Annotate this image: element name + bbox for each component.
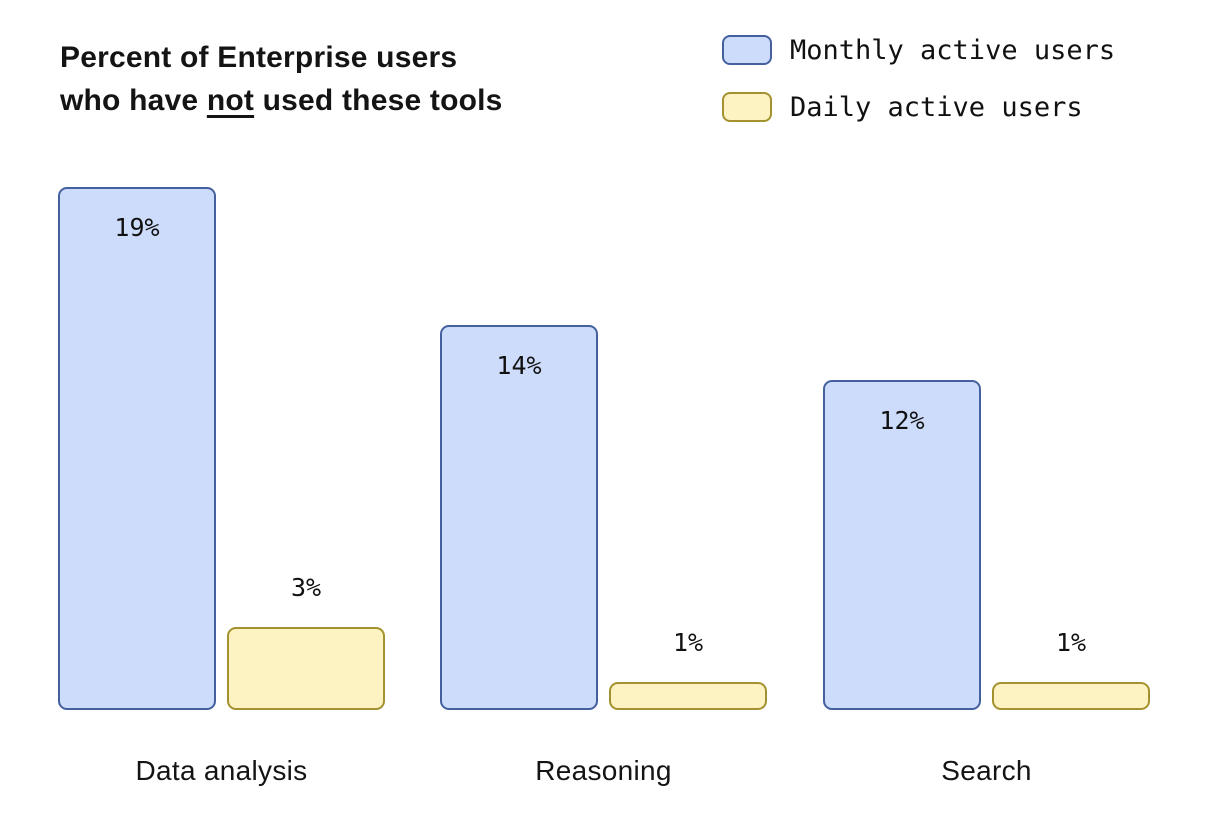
value-label-daily-data-analysis: 3% <box>290 573 322 602</box>
bar-daily-data-analysis <box>227 627 385 710</box>
value-label-daily-search: 1% <box>1055 628 1087 657</box>
title-text-2-suffix: used these tools <box>254 84 503 117</box>
legend-swatch-daily-icon <box>722 92 772 122</box>
title-text-2-prefix: who have <box>60 84 207 117</box>
bar-daily-reasoning <box>609 682 767 710</box>
legend-item-monthly: Monthly active users <box>722 34 1116 66</box>
bar-daily-search <box>992 682 1150 710</box>
legend: Monthly active users Daily active users <box>722 35 1115 149</box>
bar-monthly-search <box>823 380 981 710</box>
chart-title: Percent of Enterprise users who have not… <box>60 36 503 122</box>
category-label-reasoning: Reasoning <box>535 755 672 786</box>
title-text-1: Percent of Enterprise users <box>60 41 458 74</box>
category-label-search: Search <box>941 755 1032 786</box>
legend-label-daily: Daily active users <box>790 91 1083 123</box>
bar-monthly-reasoning <box>440 325 598 710</box>
legend-item-daily: Daily active users <box>722 91 1115 123</box>
value-label-monthly-search: 12% <box>879 406 925 435</box>
chart-title-line-1: Percent of Enterprise users <box>60 36 503 79</box>
title-text-2-underlined: not <box>206 84 255 117</box>
value-label-monthly-reasoning: 14% <box>496 351 542 380</box>
legend-label-monthly: Monthly active users <box>790 34 1116 66</box>
chart-title-line-2: who have not used these tools <box>60 79 503 122</box>
legend-swatch-monthly-icon <box>722 35 772 65</box>
value-label-daily-reasoning: 1% <box>672 628 704 657</box>
category-label-data-analysis: Data analysis <box>135 755 308 786</box>
value-label-monthly-data-analysis: 19% <box>114 213 160 242</box>
bar-monthly-data-analysis <box>58 187 216 710</box>
